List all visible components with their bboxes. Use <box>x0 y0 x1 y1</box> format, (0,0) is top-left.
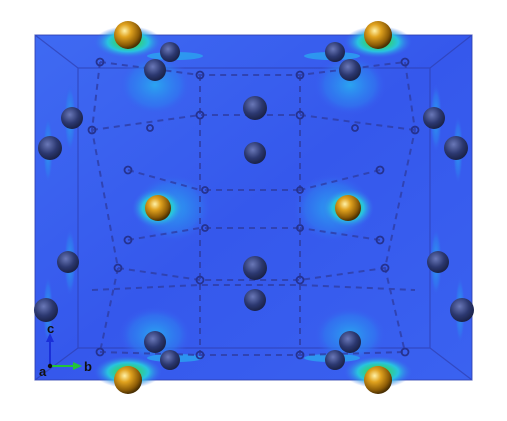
c-axis-label: c <box>47 321 54 336</box>
density-field <box>35 35 472 380</box>
a-axis-label: a <box>39 364 47 379</box>
a-axis-origin <box>48 364 52 368</box>
b-axis-label: b <box>84 359 92 374</box>
